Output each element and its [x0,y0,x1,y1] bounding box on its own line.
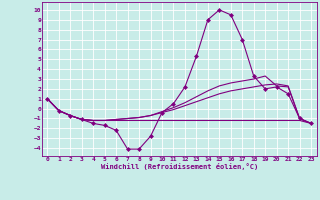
X-axis label: Windchill (Refroidissement éolien,°C): Windchill (Refroidissement éolien,°C) [100,163,258,170]
